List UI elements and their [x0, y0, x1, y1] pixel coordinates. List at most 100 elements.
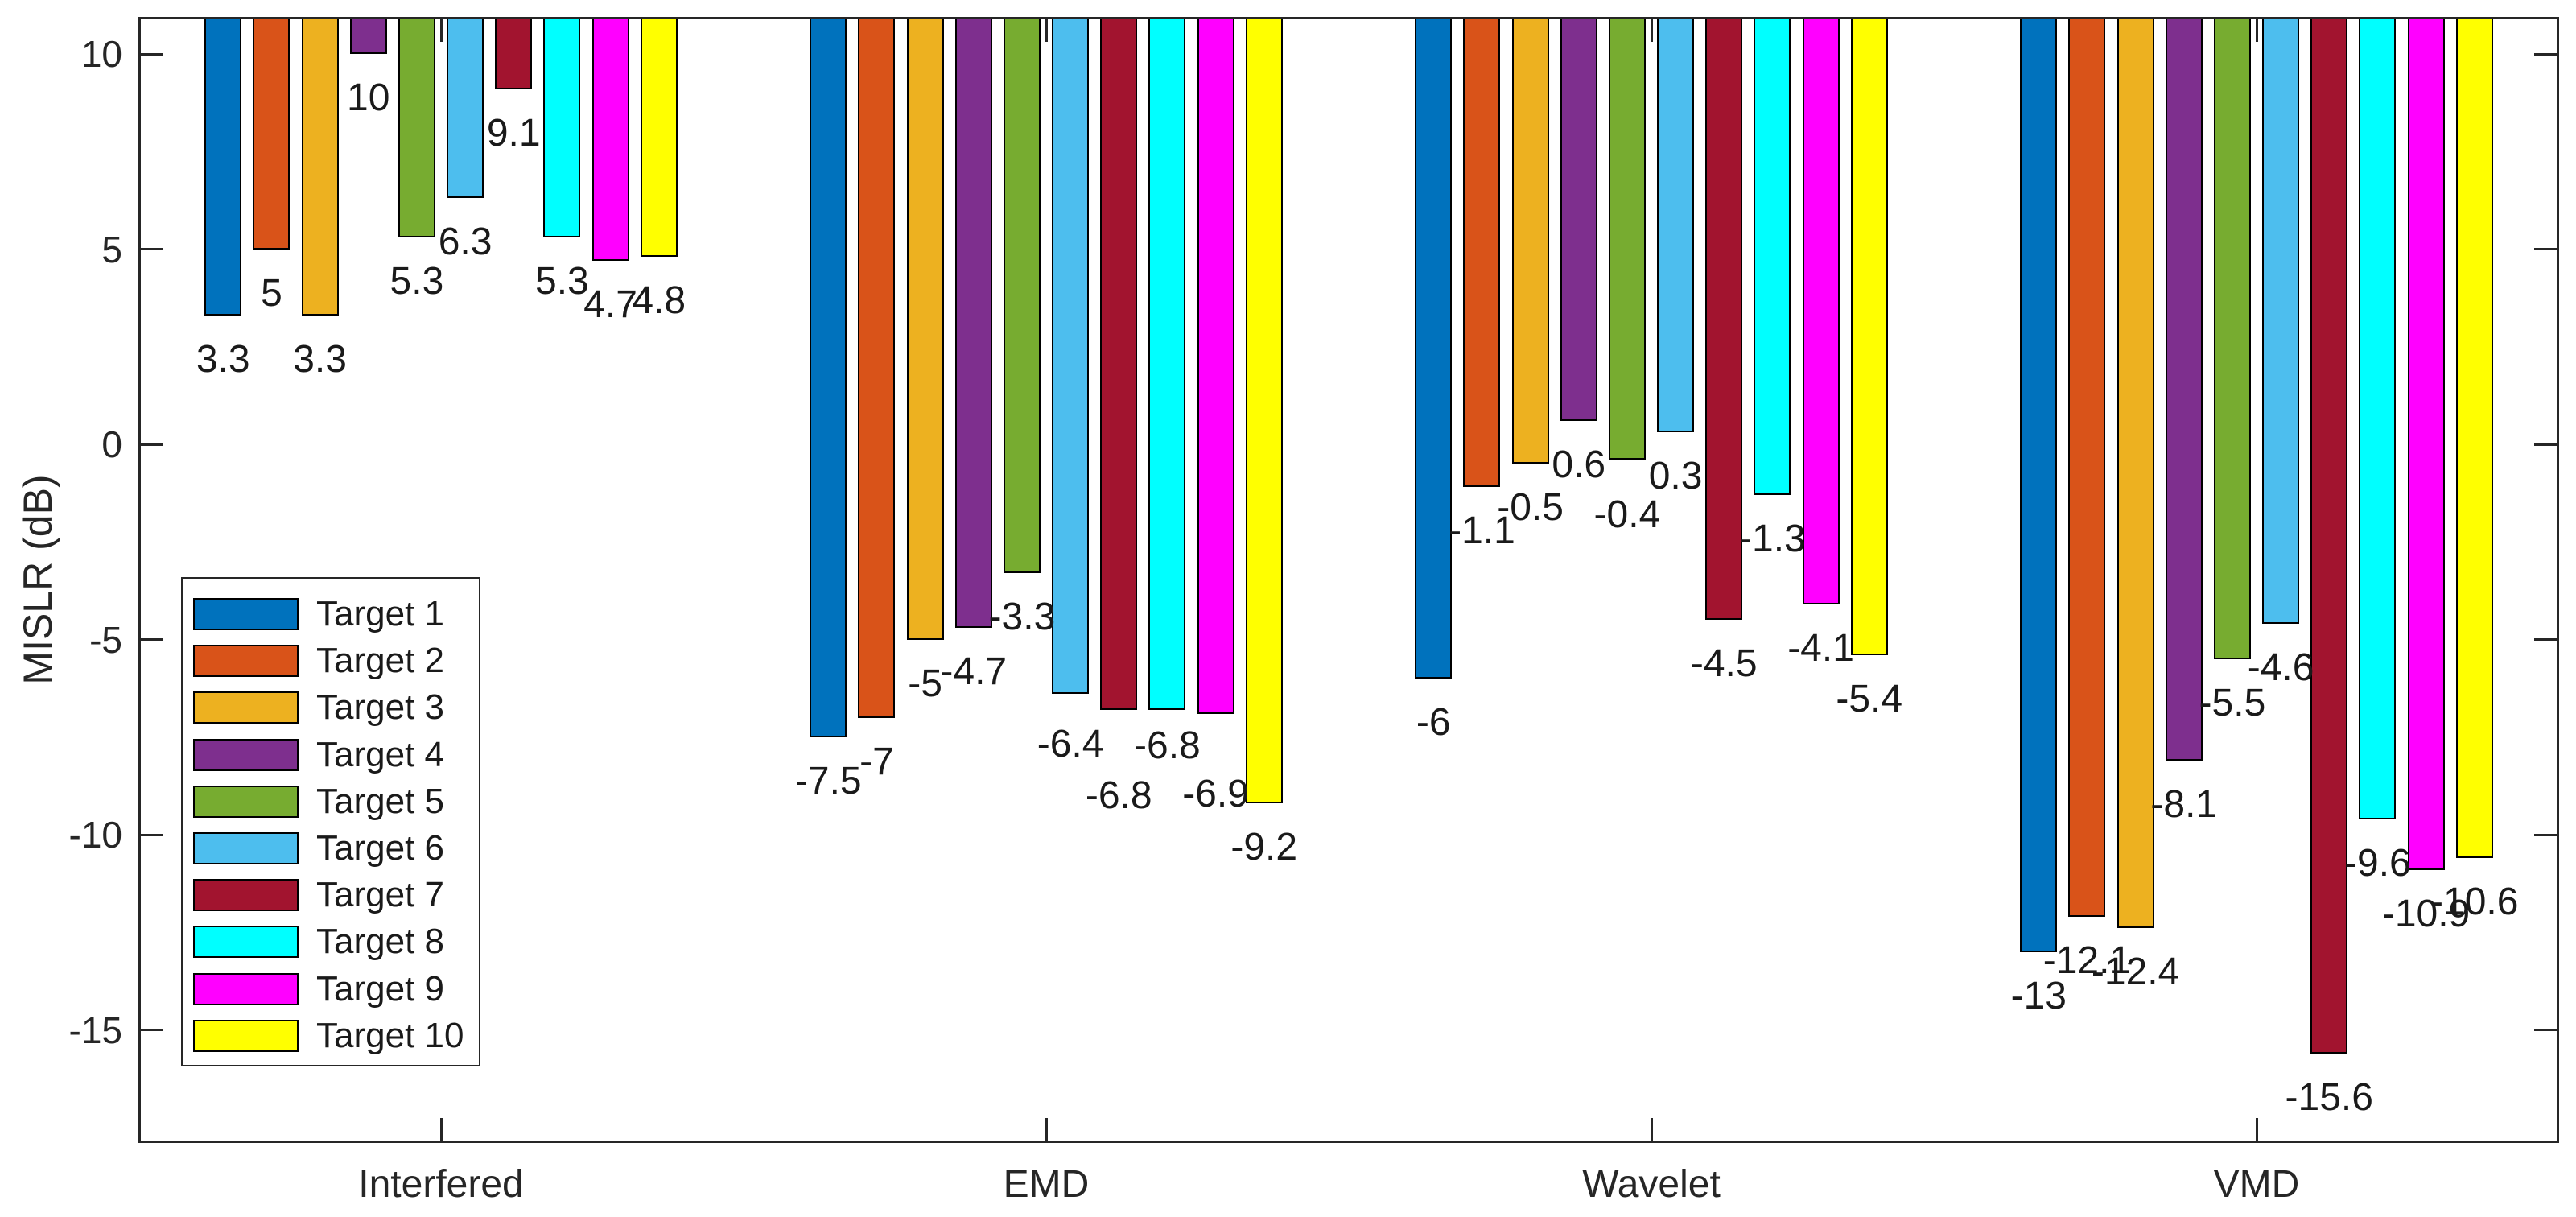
legend-item-label: Target 5 — [316, 781, 444, 821]
legend-item-target-3: Target 3 — [183, 684, 479, 731]
x-tick — [1045, 1118, 1048, 1141]
bar-value-label-emd-target-2: -7 — [859, 740, 894, 783]
y-tick-right — [2534, 638, 2557, 641]
x-tick — [1650, 1118, 1653, 1141]
bar-vmd-target-8 — [2359, 17, 2397, 819]
legend-item-target-1: Target 1 — [183, 591, 479, 637]
bar-value-label-wavelet-target-7: -4.5 — [1690, 642, 1758, 686]
bar-interfered-target-7 — [495, 17, 533, 89]
bar-wavelet-target-2 — [1463, 17, 1501, 488]
x-category-label-wavelet: Wavelet — [1582, 1163, 1721, 1206]
y-tick — [141, 638, 163, 641]
legend-item-target-2: Target 2 — [183, 637, 479, 684]
bar-vmd-target-9 — [2407, 17, 2445, 870]
bar-wavelet-target-7 — [1705, 17, 1743, 621]
legend-swatch-target-8 — [193, 926, 299, 959]
legend-item-target-6: Target 6 — [183, 825, 479, 872]
bar-value-label-emd-target-8: -6.8 — [1134, 724, 1201, 767]
y-tick-right — [2534, 833, 2557, 836]
legend: Target 1 Target 2 Target 3 Target 4 Target 5… — [181, 577, 480, 1066]
legend-item-label: Target 1 — [316, 594, 444, 633]
legend-item-target-4: Target 4 — [183, 732, 479, 778]
bar-value-label-interfered-target-9: 4.7 — [583, 283, 637, 327]
bar-value-label-vmd-target-2: -12.1 — [2042, 939, 2132, 982]
bar-interfered-target-6 — [447, 17, 484, 199]
bar-value-label-emd-target-7: -6.8 — [1085, 774, 1152, 817]
legend-item-label: Target 6 — [316, 828, 444, 868]
y-tick-label: -5 — [89, 618, 122, 661]
bar-value-label-wavelet-target-6: 0.3 — [1648, 455, 1703, 498]
bar-value-label-interfered-target-7: 9.1 — [486, 111, 541, 155]
bar-interfered-target-3 — [301, 17, 339, 316]
x-tick-top — [439, 19, 443, 42]
legend-swatch-target-5 — [193, 785, 299, 818]
legend-item-label: Target 9 — [316, 968, 444, 1009]
bar-value-label-emd-target-4: -4.7 — [940, 650, 1008, 693]
bar-value-label-interfered-target-4: 10 — [347, 76, 390, 119]
legend-swatch-target-9 — [193, 972, 299, 1005]
bar-value-label-interfered-target-3: 3.3 — [293, 337, 347, 381]
bar-vmd-target-2 — [2068, 17, 2106, 917]
bar-value-label-interfered-target-6: 6.3 — [438, 221, 493, 264]
bar-value-label-wavelet-target-10: -5.4 — [1836, 677, 1903, 720]
legend-item-target-8: Target 8 — [183, 918, 479, 965]
bar-value-label-interfered-target-2: 5 — [261, 271, 282, 315]
bar-emd-target-2 — [858, 17, 896, 718]
bar-value-label-wavelet-target-5: -0.4 — [1593, 493, 1661, 537]
bar-value-label-vmd-target-9: -10.9 — [2381, 892, 2471, 935]
legend-swatch-target-3 — [193, 691, 299, 724]
y-tick — [141, 443, 163, 446]
legend-item-label: Target 2 — [316, 641, 444, 681]
legend-item-target-9: Target 9 — [183, 966, 479, 1013]
bar-value-label-wavelet-target-8: -1.3 — [1739, 518, 1806, 561]
legend-swatch-target-10 — [193, 1019, 299, 1052]
bar-value-label-vmd-target-5: -5.5 — [2199, 681, 2266, 724]
bar-value-label-emd-target-3: -5 — [908, 662, 942, 705]
bar-wavelet-target-9 — [1802, 17, 1840, 604]
bar-interfered-target-5 — [398, 17, 435, 237]
legend-swatch-target-2 — [193, 645, 299, 678]
legend-item-label: Target 8 — [316, 922, 444, 962]
legend-swatch-target-7 — [193, 879, 299, 912]
bar-vmd-target-7 — [2310, 17, 2348, 1054]
y-tick-right — [2534, 52, 2557, 56]
bar-interfered-target-8 — [543, 17, 581, 237]
legend-item-label: Target 7 — [316, 875, 444, 915]
bar-value-label-wavelet-target-2: -1.1 — [1449, 509, 1515, 553]
bar-wavelet-target-3 — [1511, 17, 1549, 464]
legend-swatch-target-1 — [193, 598, 299, 630]
bar-wavelet-target-8 — [1754, 17, 1791, 496]
bar-wavelet-target-5 — [1608, 17, 1646, 460]
y-tick-label: -10 — [68, 814, 122, 856]
bar-value-label-vmd-target-8: -9.6 — [2344, 841, 2411, 885]
bar-emd-target-8 — [1148, 17, 1186, 710]
bar-value-label-wavelet-target-4: 0.6 — [1552, 443, 1606, 486]
y-tick-label: 0 — [101, 423, 122, 465]
bar-interfered-target-2 — [253, 17, 291, 250]
bar-value-label-emd-target-5: -3.3 — [988, 596, 1056, 639]
bar-value-label-wavelet-target-3: -0.5 — [1497, 486, 1564, 530]
y-tick — [141, 1029, 163, 1031]
bar-wavelet-target-1 — [1415, 17, 1453, 679]
bar-interfered-target-4 — [349, 17, 387, 54]
bar-vmd-target-10 — [2455, 17, 2493, 859]
legend-item-target-7: Target 7 — [183, 872, 479, 918]
bar-wavelet-target-4 — [1560, 17, 1597, 421]
y-tick-label: 5 — [101, 228, 122, 270]
bar-wavelet-target-6 — [1657, 17, 1695, 433]
y-tick-label: -15 — [68, 1009, 122, 1051]
bar-emd-target-3 — [906, 17, 944, 640]
bar-value-label-emd-target-6: -6.4 — [1037, 723, 1104, 766]
y-tick-label: 10 — [80, 33, 122, 75]
x-tick-top — [2255, 19, 2258, 42]
x-tick — [2255, 1118, 2258, 1141]
bar-emd-target-6 — [1052, 17, 1090, 695]
bar-value-label-wavelet-target-9: -4.1 — [1787, 626, 1854, 670]
legend-item-label: Target 10 — [316, 1015, 464, 1055]
bar-value-label-interfered-target-1: 3.3 — [196, 337, 250, 381]
bar-emd-target-9 — [1197, 17, 1234, 714]
x-tick — [439, 1118, 443, 1141]
legend-swatch-target-4 — [193, 738, 299, 771]
x-tick-top — [1045, 19, 1048, 42]
y-tick-right — [2534, 1029, 2557, 1031]
